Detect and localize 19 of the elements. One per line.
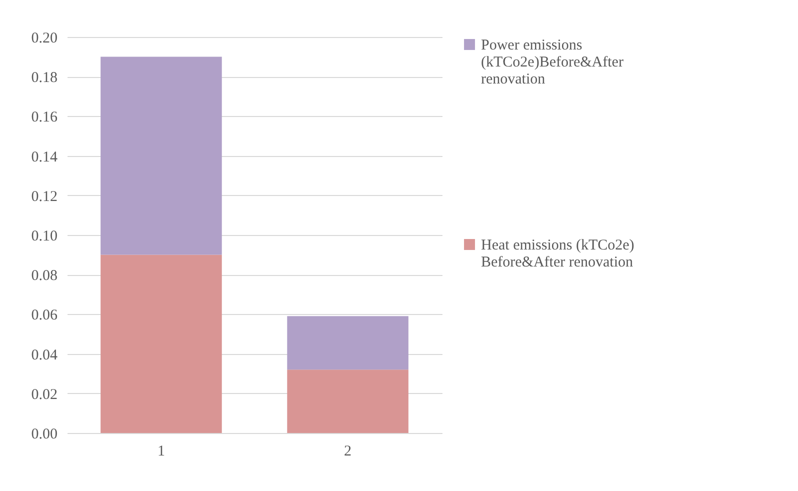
bar (100, 56, 222, 255)
y-tick-label: 0.02 (31, 386, 58, 403)
y-tick-label: 0.16 (31, 110, 58, 126)
y-tick-label: 0.06 (31, 308, 58, 324)
y-tick-label: 0.14 (31, 149, 58, 166)
y-tick-label: 0.12 (31, 188, 58, 205)
y-tick-label: 0.08 (31, 268, 58, 284)
y-tick-label: 0.04 (31, 347, 58, 364)
bar (287, 370, 408, 433)
y-tick-label: 0.00 (31, 426, 58, 442)
bar (287, 316, 408, 370)
bar (100, 254, 222, 433)
y-tick-label: 0.18 (31, 70, 58, 86)
y-tick-label: 0.20 (31, 30, 58, 46)
x-tick-label: 2 (344, 444, 352, 460)
legend-label: Power emissions (kTCo2e)Before&After renovation (481, 38, 624, 88)
x-tick-label: 1 (157, 444, 165, 460)
y-tick-label: 0.10 (31, 228, 58, 244)
legend-label: Heat emissions (kTCo2e) Before&After renovation (481, 238, 634, 270)
